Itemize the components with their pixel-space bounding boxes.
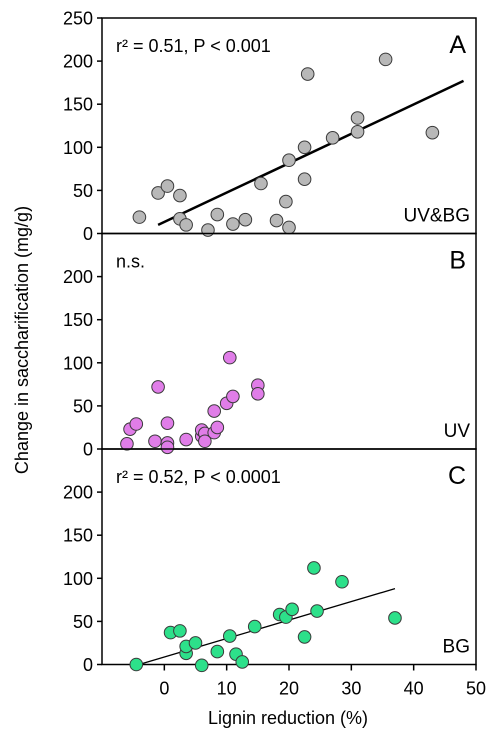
panel-a-data-point [173,188,187,203]
x-tick-label: 50 [466,679,486,699]
x-tick-label: 40 [404,679,424,699]
panel-c-data-point [188,636,203,650]
y-axis-label: Change in saccharification (mg/g) [12,206,32,474]
panel-c-y-tick-label: 0 [83,655,93,675]
panel-b-y-tick-label: 0 [83,440,93,460]
panel-a-y-tick-label: 0 [83,224,93,244]
panel-b-letter: B [449,247,466,275]
panel-a-data-point [201,223,215,237]
panel-a-y-tick-label: 250 [63,9,93,29]
panel-b-data-point [251,387,265,401]
panel-c-data-point [388,611,402,625]
panel-c-data-point [335,574,349,589]
panel-a-data-point [350,111,365,125]
panel-b-group-label: UV [444,421,471,442]
panel-c-data-point [194,658,209,673]
panel-c-data-point [235,655,250,669]
panel-c-group-label: BG [443,637,470,658]
panel-a-y-tick-label: 150 [63,95,93,115]
panel-a-data-point [425,125,440,140]
panel-b-data-point [226,389,240,404]
panel-b-y-tick-label: 50 [73,396,93,416]
panel-b-data-point [151,380,165,394]
panel-b-data-point [148,434,162,449]
panel-b-data-point [198,434,212,449]
x-tick-label: 10 [217,679,237,699]
panel-c-data-point [297,630,312,644]
x-tick-label: 0 [159,679,169,699]
panel-a-data-point [151,186,165,200]
panel-b-y-tick-label: 200 [63,267,93,287]
panel-a-data-point [210,207,225,222]
panel-a-stats-label: r² = 0.51, P < 0.001 [116,36,271,56]
panel-a-data-point [297,172,312,186]
panel-a-data-point [132,210,147,224]
panel-c-y-tick-label: 100 [63,569,93,589]
panel-c-data-point [129,657,144,672]
panel-a-data-point [297,140,312,155]
panel-b-stats-label: n.s. [116,252,145,272]
panel-a-data-point [160,179,175,193]
panel-b-data-point [160,416,175,430]
panel-b-data-point [207,404,221,418]
panel-b-data-point [179,432,193,447]
panel-a-y-tick-label: 50 [73,181,93,201]
panel-c-letter: C [448,462,466,490]
panel-a-data-point [226,217,240,231]
panel-c-stats-label: r² = 0.52, P < 0.0001 [116,467,281,487]
panel-c-data-point [247,619,262,634]
x-axis-label: Lignin reduction (%) [208,708,368,728]
panel-a-data-point [279,194,293,209]
panel-c-data-point [310,604,324,618]
panel-a-letter: A [449,31,466,59]
panel-a-data-point [378,52,393,67]
panel-a-data-point [350,124,365,139]
panel-a-data-point [325,131,340,145]
panel-b-data-point [210,420,225,435]
panel-c-data-point [222,629,237,643]
panel-b-data-point [222,350,237,365]
panel-a-data-point [238,212,253,227]
panel-a-data-point [282,153,296,168]
panel-c-data-point [307,561,321,575]
panel-b-data-point [160,440,175,455]
x-tick-label: 20 [279,679,299,699]
panel-a-data-point [269,213,284,228]
panel-b-data-point [120,437,134,451]
panel-a-data-point [254,176,268,191]
x-tick-label: 30 [341,679,361,699]
panel-b-frame [101,232,477,450]
panel-c-trend-line [132,588,396,667]
panel-c-y-tick-label: 200 [63,483,93,503]
panel-a-data-point [300,67,315,81]
panel-b-data-point [129,417,144,431]
panel-a-data-point [179,218,193,232]
panel-a-trend-line [157,79,465,227]
panel-c-y-tick-label: 50 [73,612,93,632]
panel-c-data-point [285,602,299,617]
panel-b-y-tick-label: 100 [63,353,93,373]
panel-a-y-tick-label: 200 [63,52,93,72]
panel-a-data-point [282,220,296,235]
panel-c-data-point [173,624,187,638]
panel-a-y-tick-label: 100 [63,138,93,158]
panel-b-y-tick-label: 150 [63,310,93,330]
panel-a-group-label: UV&BG [403,206,470,227]
panel-c-data-point [210,644,225,659]
panel-c-y-tick-label: 150 [63,526,93,546]
